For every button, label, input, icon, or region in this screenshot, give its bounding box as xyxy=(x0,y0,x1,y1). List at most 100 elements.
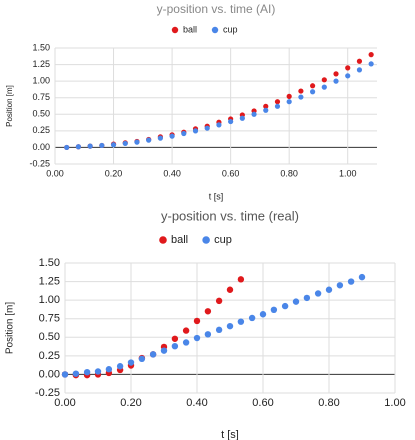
data-point xyxy=(310,83,316,89)
data-point xyxy=(226,286,234,293)
y-tick-label: -0.25 xyxy=(35,387,60,399)
data-point xyxy=(204,308,212,315)
data-point xyxy=(239,115,245,121)
data-point xyxy=(160,347,168,354)
x-tick-label: 0.00 xyxy=(54,397,75,409)
data-point xyxy=(122,140,128,147)
data-point xyxy=(321,77,327,83)
y-tick-label: 1.25 xyxy=(32,59,50,69)
legend-label: ball xyxy=(183,24,197,34)
data-point xyxy=(336,282,344,289)
x-tick-label: 1.00 xyxy=(384,397,405,409)
data-point xyxy=(72,370,80,377)
data-point xyxy=(347,278,355,285)
data-point xyxy=(64,144,70,151)
data-point xyxy=(259,311,267,318)
data-point xyxy=(193,334,201,342)
data-point xyxy=(110,142,117,148)
y-tick-label: 1.00 xyxy=(32,76,50,86)
y-tick-label: 0.25 xyxy=(39,350,60,362)
legend-label: cup xyxy=(214,234,232,246)
data-point xyxy=(298,94,304,100)
data-point xyxy=(204,331,212,338)
data-point xyxy=(333,78,339,84)
data-point xyxy=(87,143,93,149)
x-tick-label: 0.60 xyxy=(252,397,273,409)
data-point xyxy=(226,322,234,330)
data-point xyxy=(83,369,91,376)
data-point xyxy=(215,326,223,334)
data-point xyxy=(263,107,269,113)
chart-title: y-position vs. time (real) xyxy=(161,208,299,223)
data-point xyxy=(310,89,316,95)
data-point xyxy=(368,61,374,67)
data-point xyxy=(193,317,201,325)
data-point xyxy=(368,52,374,58)
chart-title: y-position vs. time (AI) xyxy=(157,2,276,16)
legend-swatch xyxy=(202,236,210,244)
data-point xyxy=(237,276,245,283)
data-point xyxy=(138,355,146,363)
data-point xyxy=(356,58,363,64)
data-point xyxy=(270,306,278,313)
data-point xyxy=(105,366,113,373)
data-point xyxy=(146,137,152,143)
data-point xyxy=(333,71,339,77)
data-point xyxy=(169,133,175,139)
data-point xyxy=(274,99,281,105)
data-point xyxy=(345,65,351,71)
data-point xyxy=(281,302,289,310)
data-point xyxy=(321,84,327,90)
x-tick-label: 0.40 xyxy=(186,397,207,409)
data-point xyxy=(292,298,300,305)
data-point xyxy=(75,144,82,150)
x-axis-label: t [s] xyxy=(221,429,239,440)
x-tick-label: 1.00 xyxy=(339,168,357,178)
y-tick-label: 1.50 xyxy=(39,257,60,269)
data-point xyxy=(204,125,210,131)
data-point xyxy=(171,343,179,350)
data-point xyxy=(237,318,245,325)
x-tick-label: 0.80 xyxy=(280,168,298,178)
data-point xyxy=(61,371,69,378)
x-tick-label: 0.60 xyxy=(222,168,240,178)
y-tick-label: 0.00 xyxy=(39,368,60,380)
y-tick-label: 0.25 xyxy=(32,125,50,135)
y-tick-label: 0.00 xyxy=(32,142,50,152)
data-point xyxy=(182,327,190,334)
x-tick-label: 0.20 xyxy=(105,168,123,178)
x-tick-label: 0.40 xyxy=(163,168,181,178)
data-point xyxy=(181,130,187,137)
legend-swatch xyxy=(159,236,167,244)
y-axis-label: Position [m] xyxy=(5,85,14,127)
data-point xyxy=(356,67,363,73)
data-point xyxy=(303,294,311,302)
x-axis-label: t [s] xyxy=(209,191,224,201)
y-tick-label: 1.25 xyxy=(39,275,60,287)
data-point xyxy=(358,273,366,281)
data-point xyxy=(157,135,163,141)
data-point xyxy=(149,351,157,358)
data-point xyxy=(251,111,257,117)
data-point xyxy=(298,88,304,94)
y-tick-label: 0.75 xyxy=(32,92,50,102)
y-tick-label: 1.50 xyxy=(32,42,50,52)
data-point xyxy=(116,363,124,370)
data-point xyxy=(286,99,292,105)
legend-swatch xyxy=(171,26,179,34)
data-point xyxy=(228,118,234,125)
data-point xyxy=(182,339,190,346)
legend-label: cup xyxy=(223,24,238,34)
legend-swatch xyxy=(211,26,219,34)
data-point xyxy=(314,290,322,297)
x-tick-label: 0.80 xyxy=(318,397,339,409)
data-point xyxy=(263,103,269,109)
data-point xyxy=(286,93,292,99)
data-point xyxy=(171,335,179,342)
y-tick-label: 0.50 xyxy=(39,331,60,343)
data-point xyxy=(94,368,102,375)
data-point xyxy=(215,297,223,305)
data-point xyxy=(134,139,140,145)
y-tick-label: 0.50 xyxy=(32,109,50,119)
